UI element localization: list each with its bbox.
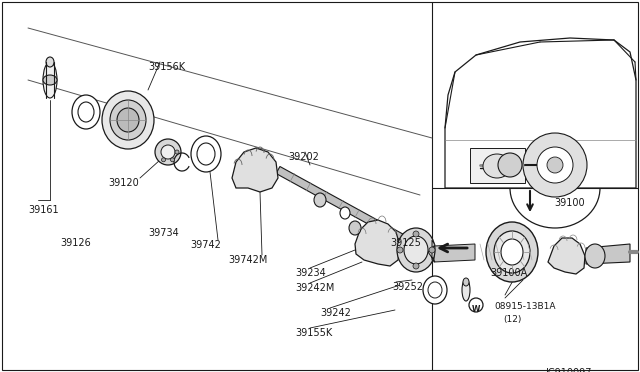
Ellipse shape — [462, 279, 470, 301]
Text: 39100A: 39100A — [490, 268, 527, 278]
Ellipse shape — [397, 228, 435, 272]
Text: 39161: 39161 — [28, 205, 59, 215]
Polygon shape — [428, 240, 435, 262]
Ellipse shape — [117, 108, 139, 132]
Text: 39156K: 39156K — [148, 62, 185, 72]
Ellipse shape — [463, 278, 469, 286]
Ellipse shape — [314, 193, 326, 207]
Ellipse shape — [483, 154, 511, 178]
Ellipse shape — [486, 222, 538, 282]
Ellipse shape — [191, 136, 221, 172]
Text: 39126: 39126 — [60, 238, 91, 248]
Ellipse shape — [43, 75, 57, 85]
Text: 39242M: 39242M — [295, 283, 334, 293]
Text: 39125: 39125 — [390, 238, 421, 248]
Text: 39155K: 39155K — [295, 328, 332, 338]
Text: W: W — [472, 305, 480, 314]
Text: 39734: 39734 — [148, 228, 179, 238]
Circle shape — [397, 247, 403, 253]
Bar — [388, 230, 478, 310]
Ellipse shape — [78, 102, 94, 122]
Text: 39100: 39100 — [554, 198, 584, 208]
Polygon shape — [232, 148, 278, 192]
Circle shape — [537, 147, 573, 183]
Text: JC910097: JC910097 — [545, 368, 591, 372]
Circle shape — [547, 157, 563, 173]
Text: 39234: 39234 — [295, 268, 326, 278]
Circle shape — [523, 133, 587, 197]
Ellipse shape — [110, 100, 146, 140]
Ellipse shape — [423, 276, 447, 304]
Ellipse shape — [72, 95, 100, 129]
Text: 39742: 39742 — [190, 240, 221, 250]
Circle shape — [498, 153, 522, 177]
Ellipse shape — [428, 282, 442, 298]
Ellipse shape — [102, 91, 154, 149]
Bar — [470, 148, 525, 183]
Ellipse shape — [501, 239, 523, 265]
Text: 39120: 39120 — [108, 178, 139, 188]
Ellipse shape — [404, 236, 428, 264]
Text: (12): (12) — [503, 315, 522, 324]
Polygon shape — [548, 238, 585, 274]
Circle shape — [155, 139, 181, 165]
Text: 39742M: 39742M — [228, 255, 268, 265]
Polygon shape — [445, 38, 636, 188]
Ellipse shape — [340, 207, 350, 219]
Circle shape — [413, 263, 419, 269]
Circle shape — [170, 158, 175, 162]
Text: 39202: 39202 — [288, 152, 319, 162]
Polygon shape — [355, 220, 400, 266]
Polygon shape — [434, 244, 475, 262]
Text: 08915-13B1A: 08915-13B1A — [494, 302, 556, 311]
Circle shape — [429, 247, 435, 253]
Circle shape — [161, 145, 175, 159]
Ellipse shape — [43, 62, 57, 98]
Ellipse shape — [585, 244, 605, 268]
Ellipse shape — [349, 221, 361, 235]
Ellipse shape — [46, 57, 54, 67]
Circle shape — [175, 150, 179, 154]
Text: 39242: 39242 — [320, 308, 351, 318]
Circle shape — [161, 158, 166, 162]
Polygon shape — [586, 244, 630, 264]
Circle shape — [413, 231, 419, 237]
Circle shape — [469, 298, 483, 312]
Ellipse shape — [494, 231, 530, 273]
Text: 39252: 39252 — [392, 282, 423, 292]
Polygon shape — [276, 167, 422, 251]
Ellipse shape — [197, 143, 215, 165]
